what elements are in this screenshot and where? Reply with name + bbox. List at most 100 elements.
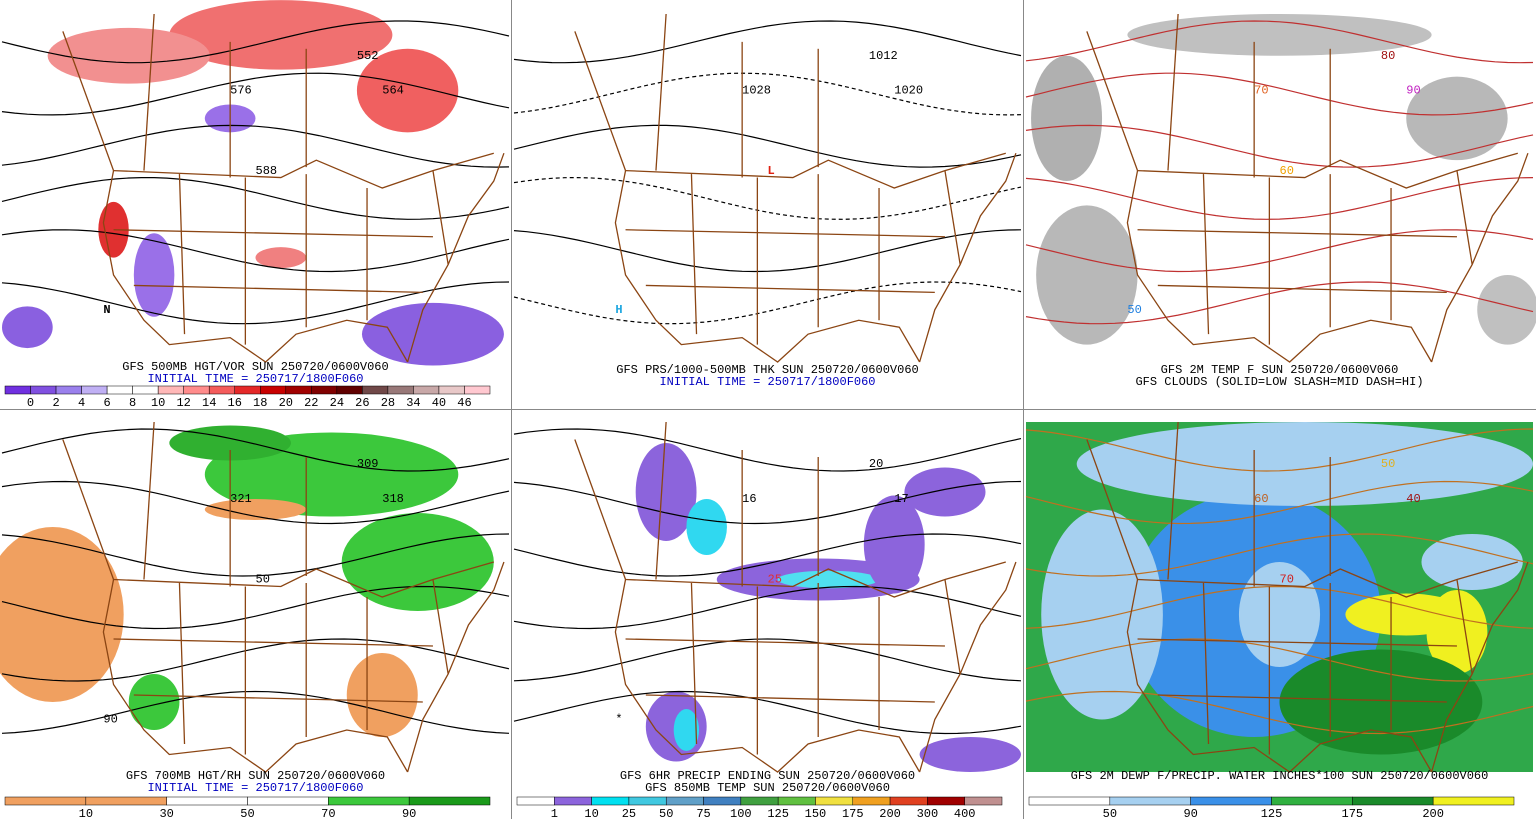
colorbar-swatch (889, 796, 928, 806)
colorbar-label: 30 (159, 807, 173, 819)
colorbar-swatch (4, 385, 31, 395)
field-blob (356, 48, 459, 133)
contour (1, 533, 510, 577)
boundary (944, 579, 961, 675)
colorbar-label: 8 (129, 396, 136, 410)
colorbar-label: 12 (176, 396, 190, 410)
colorbar-swatch (362, 385, 389, 395)
boundary (1430, 152, 1529, 363)
caption: GFS 2M TEMP F SUN 250720/0600V060 (1161, 363, 1399, 377)
boundary (645, 694, 935, 703)
boundary (1137, 638, 1457, 647)
map-label: 70 (1280, 573, 1294, 587)
contour (1, 72, 510, 116)
caption: GFS PRS/1000-500MB THK SUN 250720/0600V0… (616, 363, 918, 377)
map-label: 80 (1381, 49, 1395, 63)
colorbar-label: 18 (253, 396, 267, 410)
panel: 80 90 70 60 50 GFS 2M TEMP F SUN 250720/0600V… (1025, 13, 1536, 389)
field-blob (255, 247, 307, 269)
boundary (1126, 170, 1433, 363)
colorbar-label: 10 (79, 807, 93, 819)
contour (1, 177, 510, 220)
contour (1025, 585, 1534, 629)
field-blob (1036, 205, 1138, 345)
boundary (655, 13, 667, 171)
field-blob (1238, 562, 1321, 667)
boundary (574, 31, 627, 171)
boundary (113, 229, 433, 238)
contour (1025, 480, 1534, 525)
map-label: 90 (1406, 84, 1420, 98)
colorbar-label: 10 (584, 807, 598, 819)
colorbar-label: 50 (659, 807, 673, 819)
field-blob (346, 653, 418, 737)
caption: INITIAL TIME = 250717/1800F060 (147, 372, 363, 386)
colorbar-label: 50 (1103, 807, 1117, 819)
contour (513, 428, 1022, 472)
colorbar-label: 90 (1183, 807, 1197, 819)
field-blob (777, 570, 880, 589)
map-label: 588 (256, 164, 278, 178)
boundary (918, 152, 1017, 363)
boundary (625, 152, 1006, 189)
colorbar-label: 90 (402, 807, 416, 819)
colorbar-label: 40 (432, 396, 446, 410)
boundary (178, 174, 186, 335)
contour (513, 124, 1022, 168)
map-label: 25 (768, 573, 782, 587)
field-blob (863, 495, 925, 594)
boundary (574, 439, 627, 580)
boundary (113, 152, 494, 189)
caption: INITIAL TIME = 250717/1800F060 (659, 375, 875, 389)
colorbar-label: 400 (954, 807, 976, 819)
boundary (1167, 421, 1179, 580)
map-label: 17 (894, 492, 908, 506)
colorbar-swatch (1109, 796, 1191, 806)
boundary (406, 152, 505, 363)
boundary (918, 561, 1017, 773)
colorbar-label: 70 (321, 807, 335, 819)
field-blob (1031, 55, 1103, 182)
map-area (514, 14, 1021, 362)
contour (513, 20, 1022, 64)
colorbar-swatch (311, 385, 338, 395)
boundary (432, 579, 449, 675)
colorbar-swatch (208, 385, 235, 395)
colorbar-label: 20 (279, 396, 293, 410)
contour (513, 281, 1022, 325)
colorbar-swatch (387, 385, 414, 395)
field-blob (686, 499, 727, 555)
colorbar-swatch (703, 796, 742, 806)
map-label: 20 (869, 457, 883, 471)
colorbar-label: 22 (304, 396, 318, 410)
boundary (690, 174, 698, 335)
field-blob (0, 527, 124, 702)
colorbar-label: 1 (551, 807, 558, 819)
boundary (614, 170, 921, 363)
boundary (1157, 694, 1447, 703)
colorbar-label: 300 (917, 807, 939, 819)
caption: GFS 700MB HGT/RH SUN 250720/0600V060 (126, 769, 385, 783)
colorbar-label: 175 (842, 807, 864, 819)
colorbar-label: 46 (457, 396, 471, 410)
colorbar-label: 75 (696, 807, 710, 819)
boundary (178, 582, 186, 745)
field-blob (1406, 76, 1508, 161)
map-label: 90 (103, 713, 117, 727)
colorbar-label: 16 (228, 396, 242, 410)
colorbar-swatch (408, 796, 491, 806)
colorbar-label: 34 (406, 396, 420, 410)
map-label: 60 (1280, 164, 1294, 178)
boundary (625, 638, 945, 647)
colorbar-label: 200 (1422, 807, 1444, 819)
boundary (1202, 582, 1210, 745)
colorbar-swatch (55, 385, 82, 395)
map-label: 1020 (894, 84, 923, 98)
colorbar-swatch (852, 796, 891, 806)
colorbar-swatch (628, 796, 667, 806)
boundary (1126, 579, 1433, 773)
contour (1, 124, 510, 168)
colorbar-swatch (157, 385, 184, 395)
map-label: 40 (1406, 492, 1420, 506)
